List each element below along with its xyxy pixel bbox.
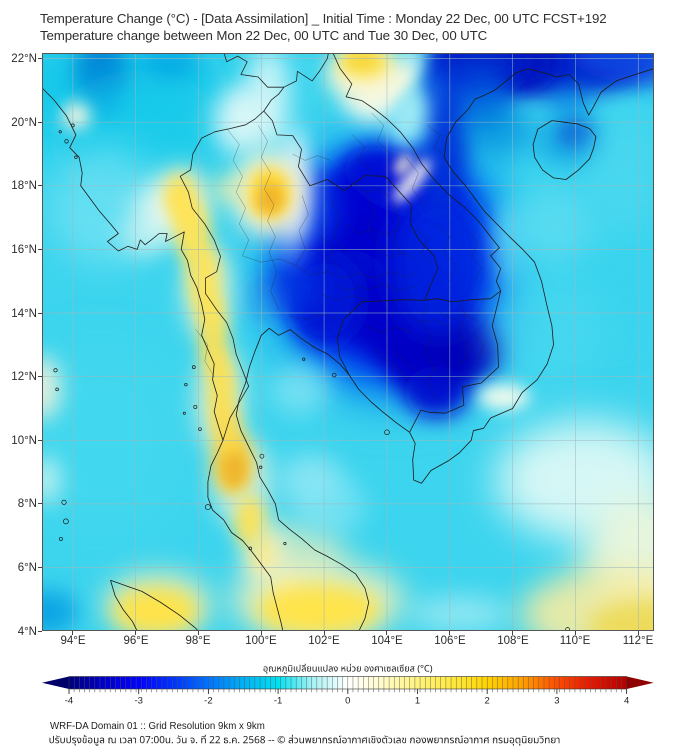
svg-text:0: 0 [345, 696, 350, 707]
svg-text:4: 4 [624, 696, 629, 707]
svg-text:-1: -1 [274, 696, 282, 707]
svg-text:-3: -3 [134, 696, 142, 707]
svg-text:-4: -4 [65, 696, 73, 707]
svg-text:-2: -2 [204, 696, 212, 707]
svg-text:1: 1 [415, 696, 420, 707]
svg-text:3: 3 [554, 696, 559, 707]
svg-text:2: 2 [485, 696, 490, 707]
